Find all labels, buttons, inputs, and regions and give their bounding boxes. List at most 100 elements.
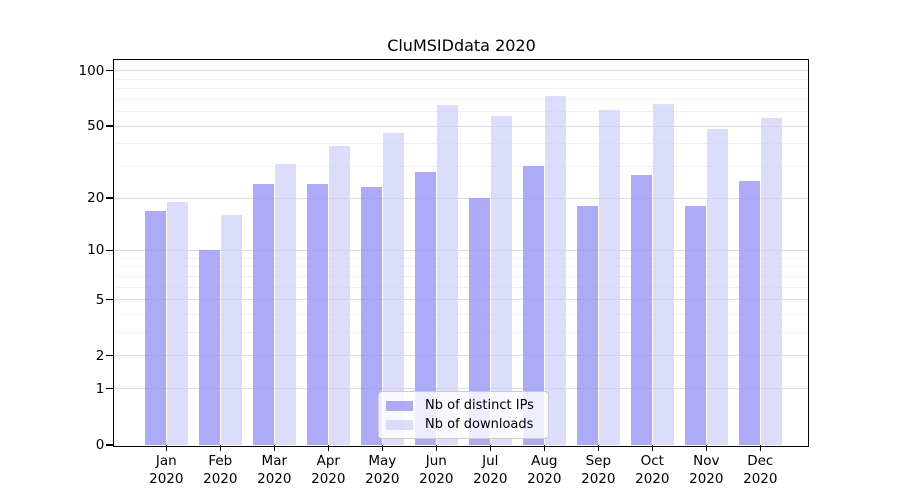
x-tick-label: Oct 2020	[625, 453, 679, 488]
bar-distinct-ips	[522, 166, 544, 445]
minor-gridline	[113, 257, 810, 259]
y-axis-tick	[106, 197, 114, 199]
x-tick-label-line: Nov	[693, 453, 720, 469]
x-axis-tick	[273, 445, 275, 451]
x-tick-label: Aug 2020	[517, 453, 571, 488]
bar-downloads	[275, 163, 297, 445]
x-tick-label-line: 2020	[419, 470, 454, 487]
minor-gridline	[113, 266, 810, 268]
y-axis-tick	[106, 355, 114, 357]
x-tick-label-line: Oct	[640, 453, 664, 469]
x-tick-label-line: Apr	[316, 453, 340, 469]
major-gridline	[113, 299, 810, 301]
y-axis-tick	[106, 444, 114, 446]
x-axis-tick	[489, 445, 491, 451]
bar-downloads	[653, 103, 675, 445]
major-gridline	[113, 197, 810, 199]
bar-downloads	[707, 129, 729, 445]
bar-distinct-ips	[144, 210, 166, 445]
minor-gridline	[113, 88, 810, 89]
major-gridline	[113, 125, 810, 127]
x-tick-label-line: 2020	[257, 470, 292, 487]
y-tick-label: 5	[95, 291, 105, 308]
minor-gridline	[113, 332, 810, 334]
bar-distinct-ips	[414, 171, 436, 445]
x-tick-label: Jan 2020	[139, 453, 193, 488]
x-tick-label: Nov 2020	[679, 453, 733, 488]
legend-swatch-downloads	[386, 419, 413, 430]
bar-downloads	[491, 115, 513, 445]
y-tick-label: 50	[87, 118, 105, 135]
y-tick-label: 10	[87, 242, 105, 259]
x-axis-tick	[435, 445, 437, 451]
x-tick-label-line: 2020	[689, 470, 724, 487]
major-gridline	[113, 355, 810, 357]
minor-gridline	[113, 275, 810, 277]
bar-distinct-ips	[198, 250, 220, 445]
bar-distinct-ips	[576, 206, 598, 445]
minor-gridline	[113, 313, 810, 315]
x-axis-tick	[543, 445, 545, 451]
x-tick-label-line: Feb	[208, 453, 233, 469]
x-axis-tick	[651, 445, 653, 451]
x-tick-label: Mar 2020	[247, 453, 301, 488]
x-tick-label-line: May	[368, 453, 397, 469]
legend: Nb of distinct IPs Nb of downloads	[378, 391, 549, 439]
x-tick-label-line: 2020	[473, 470, 508, 487]
y-axis-tick	[106, 125, 114, 127]
minor-gridline	[113, 98, 810, 100]
x-tick-label-line: 2020	[365, 470, 400, 487]
y-axis-tick	[106, 299, 114, 301]
x-tick-label-line: 2020	[527, 470, 562, 487]
bar-distinct-ips	[306, 183, 328, 445]
x-axis-tick	[219, 445, 221, 451]
x-tick-label-line: 2020	[203, 470, 238, 487]
bar-downloads	[167, 201, 189, 445]
x-tick-label: May 2020	[355, 453, 409, 488]
y-axis-tick	[106, 249, 114, 252]
major-gridline	[113, 70, 810, 72]
bar-downloads	[545, 95, 567, 445]
x-tick-label-line: 2020	[581, 470, 616, 487]
y-tick-label: 20	[87, 190, 105, 206]
minor-gridline	[113, 78, 810, 80]
x-tick-label-line: 2020	[149, 470, 184, 487]
bar-distinct-ips	[360, 187, 382, 445]
y-axis-tick	[106, 388, 114, 390]
y-tick-label: 100	[78, 62, 105, 79]
bar-distinct-ips	[630, 174, 652, 445]
legend-item-distinct-ips: Nb of distinct IPs	[386, 398, 534, 413]
major-gridline	[113, 249, 810, 251]
x-tick-label-line: Dec	[747, 453, 774, 469]
x-tick-label: Dec 2020	[733, 453, 787, 488]
y-axis-tick	[106, 70, 114, 72]
x-tick-label-line: 2020	[635, 470, 670, 487]
x-axis-tick	[381, 445, 383, 451]
y-tick-label: 1	[95, 380, 105, 397]
x-tick-label: Apr 2020	[301, 453, 355, 488]
bar-downloads	[599, 110, 621, 445]
bar-downloads	[221, 215, 243, 445]
bar-downloads	[329, 145, 351, 445]
x-tick-label-line: Mar	[261, 453, 288, 469]
bar-distinct-ips	[252, 183, 274, 445]
legend-swatch-distinct-ips	[386, 400, 413, 411]
x-tick-label: Feb 2020	[193, 453, 247, 488]
bar-downloads	[437, 105, 459, 445]
x-axis-tick	[597, 445, 599, 451]
y-tick-label: 2	[95, 347, 105, 364]
bar-distinct-ips	[684, 206, 706, 445]
legend-label-downloads: Nb of downloads	[425, 417, 534, 432]
x-tick-label-line: 2020	[743, 470, 778, 487]
x-tick-label: Jul 2020	[463, 453, 517, 488]
x-tick-label-line: Aug	[531, 453, 558, 469]
chart-title: CluMSIDdata 2020	[387, 36, 536, 55]
x-axis-tick	[705, 445, 707, 451]
legend-item-downloads: Nb of downloads	[386, 417, 534, 432]
minor-gridline	[113, 286, 810, 288]
x-tick-label-line: Jul	[482, 453, 499, 469]
x-axis-tick	[759, 445, 761, 451]
bar-downloads	[761, 118, 783, 445]
minor-gridline	[113, 165, 810, 167]
